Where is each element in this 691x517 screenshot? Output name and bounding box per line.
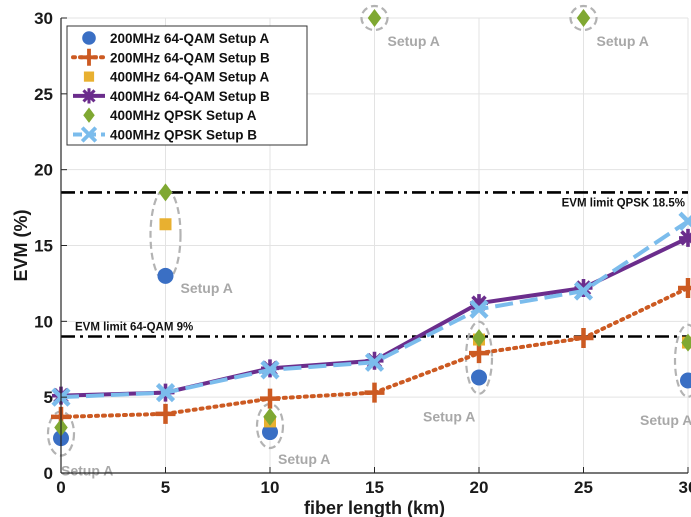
x-tick-label: 25 [574, 478, 593, 497]
legend-entry: 200MHz 64-QAM Setup A [110, 31, 270, 46]
legend-box [66, 25, 308, 146]
data-point-s4-p4 [472, 329, 486, 348]
data-point-s5-p5 [573, 281, 594, 301]
annotation-label: Setup A [278, 451, 330, 467]
series-4 [54, 9, 691, 437]
x-tick-label: 10 [261, 478, 280, 497]
y-axis-label: EVM (%) [11, 209, 31, 281]
y-tick-label: 5 [44, 388, 53, 407]
x-tick-label: 5 [161, 478, 170, 497]
data-point-s4-p2 [263, 407, 277, 426]
legend-marker-5 [80, 126, 98, 143]
data-point-s5-p6 [678, 211, 691, 231]
data-point-s1-p6 [678, 277, 691, 298]
annotation-label: Setup A [181, 280, 233, 296]
y-tick-label: 0 [44, 464, 53, 483]
data-point-s5-p3 [364, 352, 385, 372]
legend-entry: 400MHz QPSK Setup B [110, 128, 257, 143]
legend-entry: 400MHz 64-QAM Setup A [110, 70, 270, 85]
data-point-s3-p4 [470, 294, 488, 313]
legend-entry: 200MHz 64-QAM Setup B [110, 50, 270, 65]
x-tick-label: 0 [56, 478, 65, 497]
annotation-ellipse-6 [673, 323, 691, 398]
data-point-s0-p4 [680, 372, 691, 389]
x-tick-label: 15 [365, 478, 384, 497]
data-point-s1-p2 [260, 388, 280, 409]
series [51, 9, 691, 447]
legend-marker-4 [83, 107, 95, 123]
data-point-s4-p6 [681, 333, 691, 352]
annotation-label: Setup A [61, 463, 113, 479]
x-tick-label: 20 [470, 478, 489, 497]
legend-entry: 400MHz 64-QAM Setup B [110, 89, 270, 104]
annotation-label: Setup A [640, 412, 691, 428]
data-point-s3-p6 [679, 228, 691, 247]
data-point-s4-p1 [158, 183, 173, 202]
tick-labels: 0 5 10 15 20 25 30 0 5 10 15 20 25 30 [34, 9, 691, 497]
data-point-s2-p0 [159, 218, 172, 231]
y-tick-label: 15 [34, 237, 53, 256]
data-point-s1-p1 [155, 403, 176, 424]
annotation-label: Setup A [388, 33, 440, 49]
data-point-s5-p1 [155, 383, 176, 403]
annotations: Setup A Setup A Setup A Setup A Setup A Setup… [46, 4, 691, 479]
reference-line-label: EVM limit QPSK 18.5% [562, 197, 685, 209]
data-point-s1-p5 [573, 328, 594, 349]
y-tick-label: 10 [34, 312, 53, 331]
annotation-ellipse-5 [569, 4, 598, 32]
reference-line-label: EVM limit 64-QAM 9% [75, 322, 193, 334]
data-point-s0-p3 [471, 369, 487, 386]
data-point-s0-p1 [157, 267, 174, 284]
x-axis-label: fiber length (km) [304, 498, 445, 517]
y-tick-label: 25 [34, 85, 53, 104]
annotation-label: Setup A [597, 33, 649, 49]
annotation-label: Setup A [423, 409, 475, 425]
legend-marker-1 [80, 48, 98, 66]
y-tick-label: 20 [34, 161, 53, 180]
data-point-s5-p2 [260, 360, 280, 380]
series-5 [51, 211, 691, 407]
data-point-s0-p2 [262, 424, 278, 441]
data-point-s4-p3 [367, 9, 382, 27]
annotation-ellipse-3 [360, 4, 389, 32]
data-point-s5-p4 [469, 299, 489, 319]
y-tick-label: 30 [34, 9, 53, 28]
axes [60, 17, 689, 474]
data-point-s4-p5 [576, 9, 591, 27]
legend-entry: 400MHz QPSK Setup A [110, 108, 257, 123]
data-point-s1-p3 [364, 382, 385, 403]
legend: 200MHz 64-QAM Setup A 200MHz 64-QAM Setup… [66, 25, 308, 146]
x-tick-label: 30 [679, 478, 691, 497]
legend-marker-2 [83, 71, 95, 82]
legend-marker-3 [81, 88, 97, 104]
legend-marker-0 [82, 31, 96, 45]
series-0 [53, 267, 691, 447]
